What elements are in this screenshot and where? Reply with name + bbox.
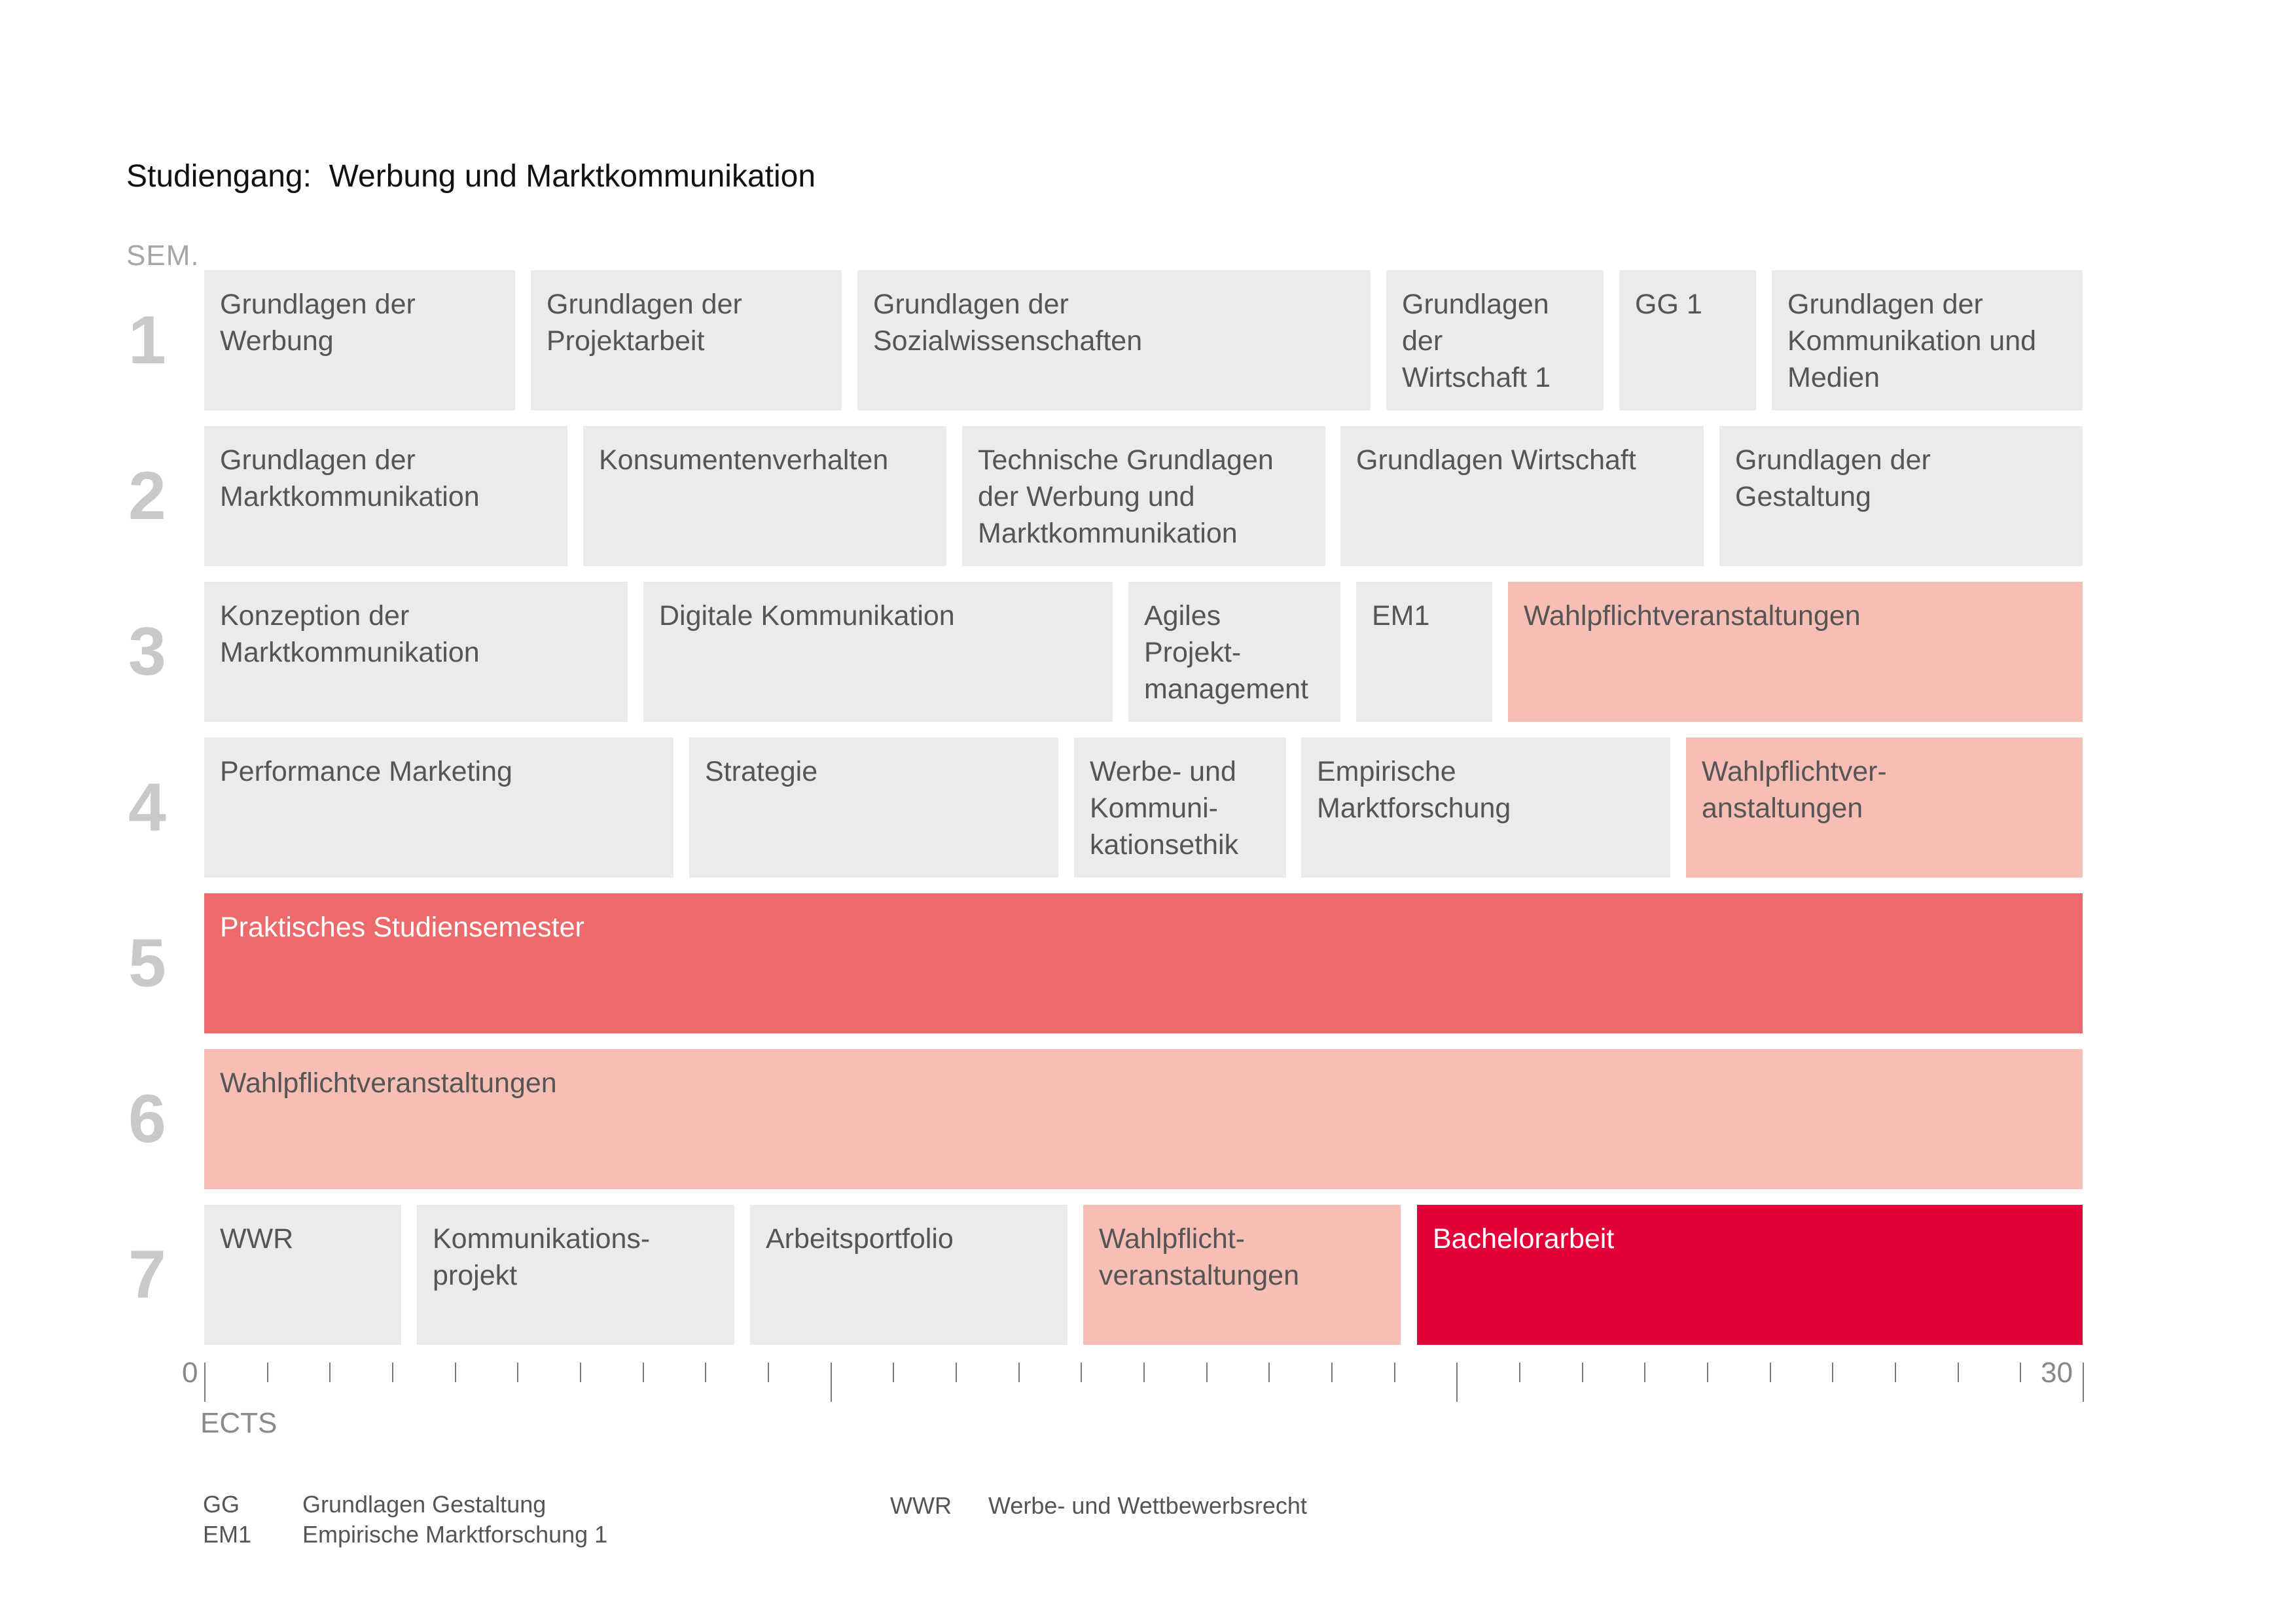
legend-text: Grundlagen Gestaltung (302, 1491, 547, 1518)
axis-minor-tick (1707, 1363, 1708, 1382)
legend-text: Empirische Marktforschung 1 (302, 1521, 608, 1548)
semester-number: 1 (128, 302, 166, 378)
axis-unit-label: ECTS (200, 1407, 278, 1439)
axis-major-tick (831, 1363, 832, 1402)
module-box: EM1 (1356, 582, 1492, 722)
legend-text: Werbe- und Wettbewerbsrecht (988, 1492, 1307, 1519)
axis-min-label: 0 (182, 1357, 198, 1389)
axis-minor-tick (1644, 1363, 1645, 1382)
axis-minor-tick (1770, 1363, 1771, 1382)
legend-abbr: EM1 (203, 1521, 252, 1548)
module-box: Grundlagen Wirtschaft (1340, 426, 1704, 566)
module-box: Wahlpflichtveranstaltungen (1508, 582, 2083, 722)
axis-minor-tick (517, 1363, 518, 1382)
axis-minor-tick (392, 1363, 393, 1382)
axis-minor-tick (1582, 1363, 1583, 1382)
axis-minor-tick (1081, 1363, 1082, 1382)
axis-max-label: 30 (2041, 1357, 2073, 1389)
semester-number: 5 (128, 925, 166, 1001)
axis-minor-tick (1331, 1363, 1333, 1382)
axis-minor-tick (1895, 1363, 1896, 1382)
axis-minor-tick (893, 1363, 894, 1382)
semester-axis-label: SEM. (126, 240, 200, 272)
axis-minor-tick (1394, 1363, 1395, 1382)
axis-minor-tick (2020, 1363, 2021, 1382)
axis-minor-tick (580, 1363, 581, 1382)
module-box: Arbeitsportfolio (750, 1205, 1067, 1345)
module-box: Grundlagen der Sozialwissenschaften (857, 270, 1371, 410)
axis-minor-tick (705, 1363, 706, 1382)
axis-minor-tick (1519, 1363, 1520, 1382)
module-box: Agiles Projekt- management (1128, 582, 1340, 722)
semester-number: 3 (128, 613, 166, 690)
module-box: Strategie (689, 738, 1058, 878)
axis-minor-tick (768, 1363, 769, 1382)
module-box: Werbe- und Kommuni- kationsethik (1074, 738, 1286, 878)
axis-minor-tick (1832, 1363, 1833, 1382)
module-box: Grundlagen der Marktkommunikation (204, 426, 567, 566)
module-box: Grundlagen der Werbung (204, 270, 515, 410)
module-box: WWR (204, 1205, 401, 1345)
module-box: Empirische Marktforschung (1301, 738, 1670, 878)
module-box: Digitale Kommunikation (643, 582, 1113, 722)
axis-minor-tick (267, 1363, 268, 1382)
semester-number: 7 (128, 1236, 166, 1313)
module-box: Wahlpflichtver- anstaltungen (1686, 738, 2083, 878)
axis-major-tick (2083, 1363, 2084, 1402)
axis-minor-tick (455, 1363, 456, 1382)
module-box: Grundlagen der Gestaltung (1719, 426, 2083, 566)
module-box: Konsumentenverhalten (583, 426, 946, 566)
axis-minor-tick (1143, 1363, 1145, 1382)
semester-number: 6 (128, 1080, 166, 1157)
module-box: Wahlpflicht- veranstaltungen (1083, 1205, 1401, 1345)
module-box: Bachelorarbeit (1417, 1205, 2083, 1345)
page-title: Studiengang: Werbung und Marktkommunikat… (126, 159, 816, 194)
axis-minor-tick (1018, 1363, 1020, 1382)
axis-minor-tick (956, 1363, 957, 1382)
axis-minor-tick (1958, 1363, 1959, 1382)
axis-minor-tick (1206, 1363, 1208, 1382)
axis-major-tick (1456, 1363, 1458, 1402)
module-box: Praktisches Studiensemester (204, 893, 2083, 1033)
axis-minor-tick (643, 1363, 644, 1382)
module-box: Konzeption der Marktkommunikation (204, 582, 628, 722)
axis-minor-tick (329, 1363, 331, 1382)
legend-abbr: WWR (890, 1492, 952, 1519)
module-box: Performance Marketing (204, 738, 673, 878)
semester-number: 2 (128, 457, 166, 534)
module-box: Wahlpflichtveranstaltungen (204, 1049, 2083, 1189)
module-box: Grundlagen der Projektarbeit (531, 270, 842, 410)
module-box: Technische Grundlagen der Werbung und Ma… (962, 426, 1325, 566)
module-box: GG 1 (1619, 270, 1756, 410)
axis-minor-tick (1268, 1363, 1270, 1382)
module-box: Grundlagen der Kommunikation und Medien (1772, 270, 2083, 410)
semester-number: 4 (128, 769, 166, 846)
module-box: Kommunikations- projekt (417, 1205, 734, 1345)
axis-major-tick (204, 1363, 206, 1402)
legend-abbr: GG (203, 1491, 240, 1518)
module-box: Grundlagen der Wirtschaft 1 (1386, 270, 1604, 410)
